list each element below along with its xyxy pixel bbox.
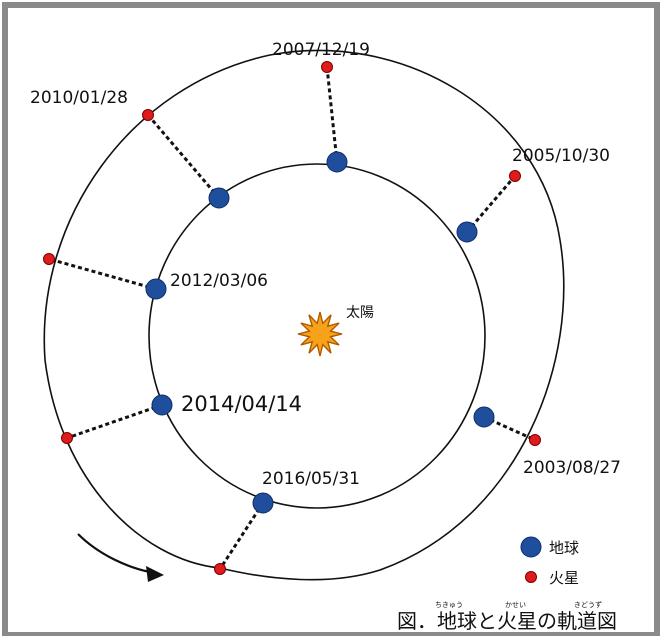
mars-point-2007 [321,61,333,73]
sun-label: 太陽 [346,305,374,321]
earth-point-2010 [208,187,230,209]
mars-point-2014 [61,432,73,444]
mars-points [43,61,541,575]
legend-mars-icon [525,571,537,583]
date-label-2012: 2012/03/06 [170,271,268,291]
earth-point-2012 [145,278,167,300]
mars-point-2003 [529,434,541,446]
sun-icon [297,311,343,357]
connector-2016 [218,502,265,570]
mars-point-2016 [214,563,226,575]
connector-2010 [146,114,221,199]
earth-points [145,151,495,514]
rotation-arrow [77,533,151,574]
date-label-2010: 2010/01/28 [30,88,128,108]
date-label-2005: 2005/10/30 [512,146,610,166]
earth-point-2005 [456,221,478,243]
date-label-2016: 2016/05/31 [262,469,360,489]
connector-2005 [465,175,517,233]
connector-2014 [66,403,163,440]
legend-earth-icon [520,536,542,558]
legend-earth-label: 地球 [549,539,579,557]
date-label-2014: 2014/04/14 [181,392,302,416]
caption-ruby-earth: ちきゅう [435,601,463,609]
caption-ruby-orbit: きどうず [574,600,602,609]
mars-point-2012 [43,253,55,265]
rotation-arrowhead-icon [146,566,164,582]
earth-point-2016 [252,492,274,514]
date-label-2007: 2007/12/19 [272,40,370,60]
earth-point-2007 [326,151,348,173]
earth-orbit [148,163,486,509]
caption-ruby-mars: かせい [505,601,526,609]
date-label-2003: 2003/08/27 [523,458,621,478]
date-labels: 2003/08/27 2005/10/30 2007/12/19 2010/01… [30,40,621,489]
mars-point-2005 [509,170,521,182]
earth-point-2014 [151,394,173,416]
mars-point-2010 [142,109,154,121]
connector-2007 [325,66,339,163]
connector-2012 [48,257,157,291]
caption: ちきゅう かせい きどうず 図．地球と火星の軌道図 [397,600,617,633]
earth-point-2003 [473,406,495,428]
legend: 地球 火星 [520,536,579,587]
caption-title: 図．地球と火星の軌道図 [397,609,617,633]
legend-mars-label: 火星 [549,569,579,587]
mars-orbit [43,49,565,581]
